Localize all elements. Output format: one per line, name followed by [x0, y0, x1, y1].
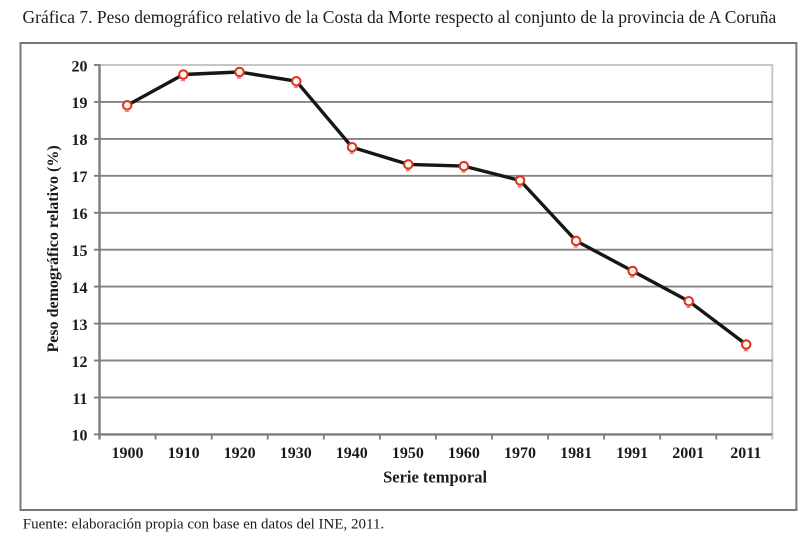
svg-text:1900: 1900 [112, 445, 144, 462]
svg-text:1950: 1950 [392, 445, 424, 462]
svg-text:2001: 2001 [672, 445, 704, 462]
svg-text:13: 13 [72, 317, 88, 334]
svg-text:1960: 1960 [448, 445, 480, 462]
svg-text:20: 20 [72, 58, 88, 75]
svg-text:19: 19 [72, 95, 88, 112]
svg-text:1910: 1910 [168, 445, 200, 462]
svg-text:1940: 1940 [336, 445, 368, 462]
svg-text:11: 11 [72, 391, 87, 408]
svg-text:Serie temporal: Serie temporal [383, 467, 487, 486]
svg-text:1920: 1920 [224, 445, 256, 462]
svg-text:10: 10 [72, 428, 88, 445]
svg-text:1970: 1970 [504, 445, 536, 462]
svg-text:12: 12 [72, 354, 88, 371]
svg-text:Peso demográfico relativo (%): Peso demográfico relativo (%) [45, 145, 62, 352]
svg-text:15: 15 [72, 243, 88, 260]
svg-text:1930: 1930 [280, 445, 312, 462]
svg-text:18: 18 [72, 132, 88, 149]
svg-text:1981: 1981 [560, 445, 592, 462]
svg-text:16: 16 [72, 206, 88, 223]
svg-text:1991: 1991 [616, 445, 648, 462]
svg-text:14: 14 [72, 280, 88, 297]
svg-text:17: 17 [72, 169, 88, 186]
svg-text:Gráfica 7. Peso demográfico re: Gráfica 7. Peso demográfico relativo de … [23, 7, 777, 27]
svg-text:2011: 2011 [730, 445, 761, 462]
svg-text:Fuente: elaboración propia con: Fuente: elaboración propia con base en d… [23, 517, 384, 533]
